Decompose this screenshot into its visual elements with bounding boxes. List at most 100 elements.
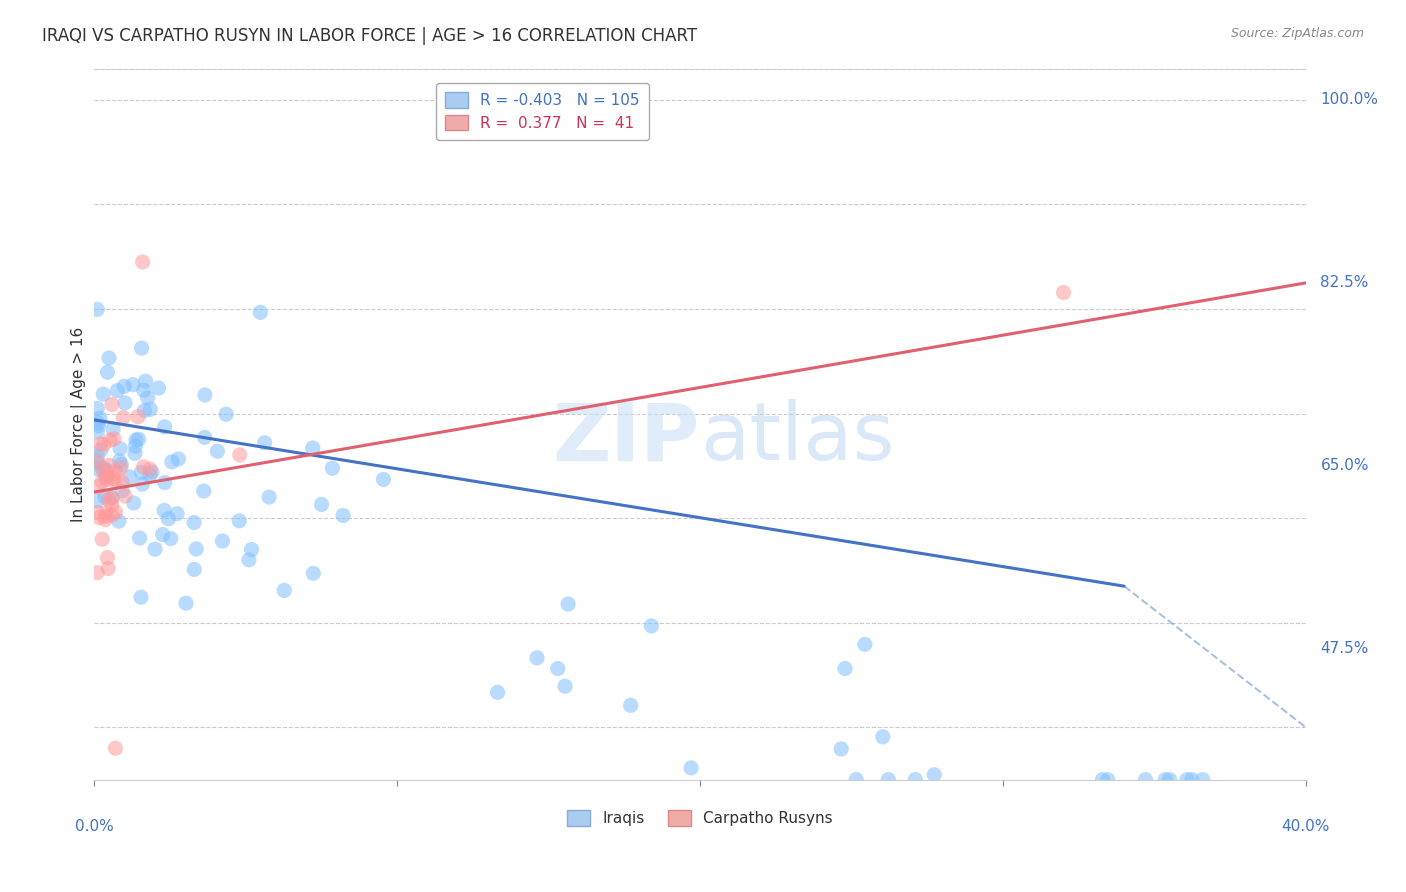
Point (207, 444, 229, 458)
Point (139, 462, 162, 476)
Point (238, 553, 260, 567)
Point (93, 461, 115, 475)
Point (186, 541, 208, 556)
Point (834, 661, 856, 675)
Point (194, 430, 217, 444)
Point (94, 490, 117, 504)
Point (96, 473, 118, 487)
Point (101, 398, 124, 412)
Point (1175, 772, 1198, 787)
Point (554, 679, 576, 693)
Point (1191, 772, 1213, 787)
Point (86, 506, 108, 520)
Point (97, 491, 120, 506)
Point (924, 768, 946, 782)
Point (100, 491, 122, 505)
Point (104, 475, 127, 489)
Point (332, 508, 354, 523)
Point (103, 471, 125, 485)
Point (112, 379, 135, 393)
Point (101, 498, 124, 512)
Point (86, 302, 108, 317)
Text: 65.0%: 65.0% (1320, 458, 1369, 474)
Point (141, 465, 163, 479)
Text: 47.5%: 47.5% (1320, 641, 1369, 657)
Point (91, 532, 114, 546)
Point (193, 483, 215, 498)
Point (136, 391, 159, 405)
Point (91, 462, 114, 476)
Point (94, 513, 117, 527)
Point (118, 470, 141, 484)
Point (240, 542, 263, 557)
Point (134, 403, 156, 417)
Point (97, 469, 120, 483)
Point (1052, 285, 1074, 300)
Point (107, 514, 129, 528)
Point (845, 772, 868, 787)
Point (104, 465, 127, 479)
Point (1135, 772, 1157, 787)
Point (98, 351, 121, 365)
Point (153, 420, 176, 434)
Point (157, 512, 180, 526)
Point (249, 305, 271, 319)
Point (132, 383, 155, 397)
Point (111, 475, 134, 490)
Point (877, 772, 900, 787)
Point (872, 730, 894, 744)
Point (153, 475, 176, 490)
Point (128, 531, 150, 545)
Point (1097, 772, 1119, 787)
Point (1159, 772, 1181, 787)
Point (127, 409, 149, 424)
Point (96, 550, 118, 565)
Point (124, 439, 146, 453)
Point (89, 411, 111, 425)
Point (122, 496, 145, 510)
Legend: Iraqis, Carpatho Rusyns: Iraqis, Carpatho Rusyns (561, 805, 838, 832)
Point (97, 561, 120, 575)
Point (166, 507, 188, 521)
Point (148, 381, 170, 395)
Point (853, 637, 876, 651)
Point (131, 341, 153, 355)
Point (94, 471, 117, 485)
Point (139, 402, 162, 417)
Point (110, 460, 132, 475)
Point (96, 365, 118, 379)
Point (104, 741, 127, 756)
Point (159, 532, 181, 546)
Point (128, 432, 150, 446)
Point (87, 416, 110, 430)
Point (681, 761, 703, 775)
Point (108, 454, 131, 468)
Point (129, 466, 152, 480)
Point (174, 596, 197, 610)
Point (86, 566, 108, 580)
Text: 82.5%: 82.5% (1320, 276, 1369, 291)
Point (89, 510, 111, 524)
Text: atlas: atlas (700, 400, 894, 477)
Point (301, 441, 323, 455)
Point (91, 387, 114, 401)
Point (114, 396, 136, 410)
Point (830, 742, 852, 756)
Point (93, 437, 115, 451)
Point (104, 505, 127, 519)
Point (87, 418, 110, 433)
Point (101, 491, 124, 506)
Point (90, 442, 112, 457)
Point (160, 455, 183, 469)
Point (153, 503, 176, 517)
Point (228, 514, 250, 528)
Point (96, 467, 118, 482)
Point (124, 446, 146, 460)
Point (131, 255, 153, 269)
Point (211, 533, 233, 548)
Point (111, 483, 134, 498)
Point (87, 480, 110, 494)
Point (640, 619, 662, 633)
Point (101, 508, 124, 522)
Point (110, 458, 132, 472)
